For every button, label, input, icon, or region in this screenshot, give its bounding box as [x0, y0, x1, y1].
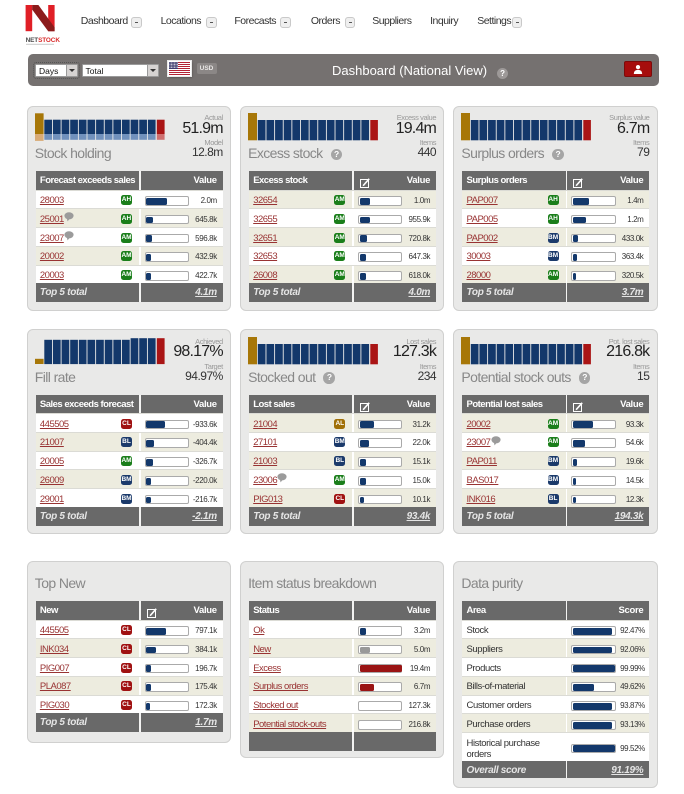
- svg-text:NETSTOCK: NETSTOCK: [26, 37, 61, 44]
